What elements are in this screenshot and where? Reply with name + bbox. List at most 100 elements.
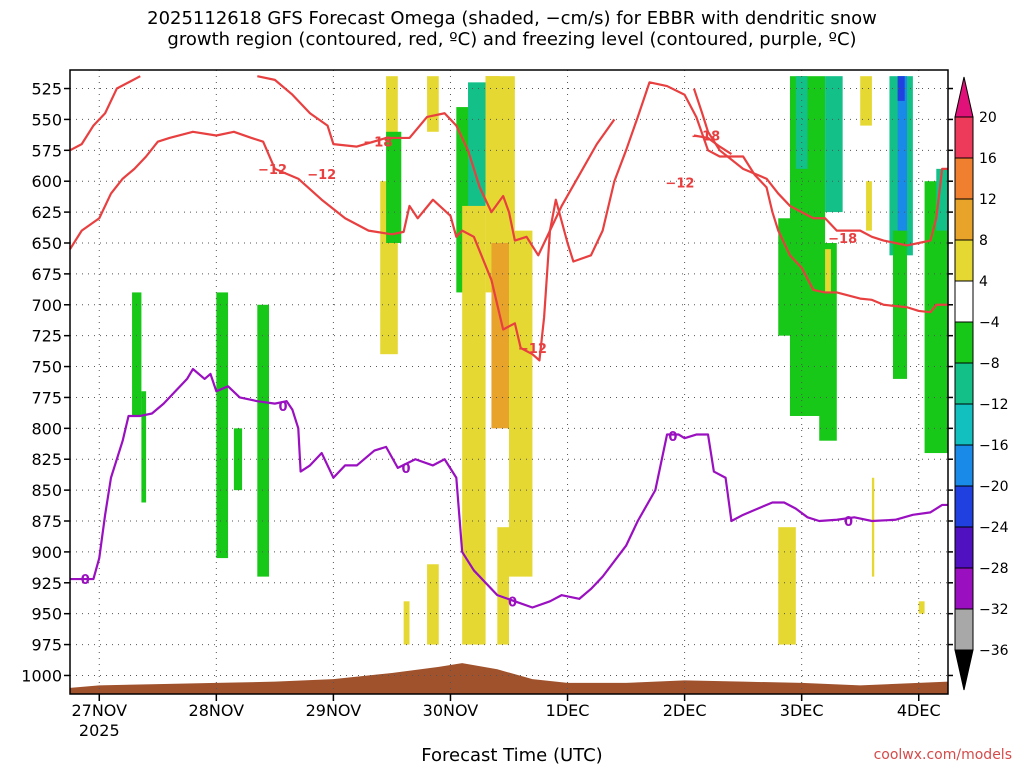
chart-title: 2025112618 GFS Forecast Omega (shaded, −… xyxy=(147,8,877,29)
x-tick-label: 4DEC xyxy=(897,701,941,720)
colorbar-swatch xyxy=(954,239,974,282)
colorbar-label: −4 xyxy=(979,315,1000,331)
contour-group: −18 xyxy=(692,88,948,247)
colorbar-label: −16 xyxy=(979,438,1009,454)
colorbar-label: 16 xyxy=(979,151,997,167)
omega-shaded-region xyxy=(778,218,796,336)
x-year-label: 2025 xyxy=(79,721,120,740)
omega-shaded-region xyxy=(257,304,270,577)
contour-label: −12 xyxy=(307,168,336,183)
contour-line xyxy=(69,130,522,349)
x-tick-label: 3DEC xyxy=(780,701,824,720)
omega-shaded-region xyxy=(427,76,439,132)
y-axis: 525 550 575 600 625 650 675 700 725 750 775 800 825 8… xyxy=(21,80,953,685)
omega-shaded-region xyxy=(216,292,229,559)
omega-shaded-region xyxy=(233,428,243,491)
colorbar-top-arrow xyxy=(954,76,974,118)
colorbar: 20 16 12 8 4 −4 −8 −12 −16 −20 −24 −28 −32 −36 xyxy=(954,76,1009,691)
y-tick-label: 550 xyxy=(31,110,62,129)
y-tick-label: 825 xyxy=(31,450,62,469)
omega-shaded-region xyxy=(509,230,533,577)
contour-label: −18 xyxy=(363,136,392,151)
chart-subtitle: growth region (contoured, red, ºC) and f… xyxy=(167,29,857,50)
colorbar-label: −24 xyxy=(979,520,1009,536)
x-axis-label: Forecast Time (UTC) xyxy=(421,745,603,766)
y-tick-label: 725 xyxy=(31,327,62,346)
y-tick-label: 850 xyxy=(31,481,62,500)
colorbar-label: −12 xyxy=(979,397,1009,413)
colorbar-swatch xyxy=(954,608,974,651)
x-axis: 27NOV 28NOV 29NOV 30NOV 1DEC 2DEC 3DEC 4DEC 2025 xyxy=(71,694,941,740)
y-tick-label: 625 xyxy=(31,203,62,222)
colorbar-label: −32 xyxy=(979,602,1009,618)
omega-shaded-region xyxy=(778,527,796,645)
y-tick-label: 600 xyxy=(31,172,62,191)
y-tick-label: 1000 xyxy=(21,666,62,685)
y-tick-label: 975 xyxy=(31,636,62,655)
omega-shaded-region xyxy=(871,477,875,577)
colorbar-label: 20 xyxy=(979,110,997,126)
y-tick-label: 675 xyxy=(31,265,62,284)
contour-label: 0 xyxy=(279,400,288,415)
colorbar-swatch xyxy=(954,485,974,528)
contour-label: 0 xyxy=(508,595,517,610)
contour-group: −18 xyxy=(257,75,616,257)
omega-shaded-region xyxy=(491,242,509,429)
colorbar-swatch xyxy=(954,362,974,405)
colorbar-swatch xyxy=(954,157,974,200)
contour-group: −12 −18 xyxy=(69,75,392,183)
colorbar-swatch xyxy=(954,567,974,610)
colorbar-swatch xyxy=(954,198,974,241)
omega-shaded-region xyxy=(825,249,831,293)
contour-line xyxy=(520,81,948,362)
contour-line xyxy=(257,75,616,257)
y-tick-label: 900 xyxy=(31,543,62,562)
omega-shaded-region xyxy=(866,181,872,231)
omega-shaded-region xyxy=(462,205,486,645)
contour-group: 0 0 0 0 0 0 xyxy=(70,367,948,610)
omega-shaded-region xyxy=(386,131,402,243)
colorbar-swatch xyxy=(954,526,974,569)
x-tick-label: 28NOV xyxy=(189,701,245,720)
y-tick-label: 950 xyxy=(31,605,62,624)
x-tick-label: 2DEC xyxy=(663,701,707,720)
colorbar-swatch xyxy=(954,116,974,159)
y-tick-label: 775 xyxy=(31,388,62,407)
y-tick-label: 925 xyxy=(31,574,62,593)
y-tick-label: 750 xyxy=(31,358,62,377)
x-tick-label: 30NOV xyxy=(423,701,479,720)
omega-shaded-region xyxy=(825,76,843,213)
contour-label: −18 xyxy=(828,232,857,247)
colorbar-label: −36 xyxy=(979,643,1009,659)
x-tick-label: 27NOV xyxy=(71,701,127,720)
contour-group: −18−12 xyxy=(665,129,733,191)
contour-group: −12 xyxy=(518,81,948,362)
omega-shaded-region xyxy=(468,82,486,213)
contour-label: −12 xyxy=(258,163,287,178)
contour-label: −12 xyxy=(665,176,694,191)
omega-shaded-region xyxy=(427,564,439,645)
terrain-fill xyxy=(70,663,948,694)
y-tick-label: 525 xyxy=(31,80,62,99)
colorbar-bottom-arrow xyxy=(954,649,974,691)
omega-shaded-region xyxy=(141,391,147,503)
contour-label: 0 xyxy=(668,430,677,445)
contour-label: 0 xyxy=(844,515,853,530)
omega-shaded-region xyxy=(936,168,948,231)
omega-shaded-region xyxy=(860,76,872,126)
colorbar-swatch xyxy=(954,444,974,487)
y-tick-label: 700 xyxy=(31,296,62,315)
contour-label: −12 xyxy=(518,342,547,357)
colorbar-swatch xyxy=(954,403,974,446)
omega-shaded-region xyxy=(897,76,905,101)
plot-frame xyxy=(69,69,949,695)
credit-text: coolwx.com/models xyxy=(873,747,1012,763)
contour-label: −18 xyxy=(363,136,392,151)
contour-label: 0 xyxy=(81,573,90,588)
contour-label: 0 xyxy=(401,462,410,477)
colorbar-label: 12 xyxy=(979,192,997,208)
contour-group: −12 xyxy=(69,130,522,349)
colorbar-swatch xyxy=(954,321,974,364)
colorbar-label: −8 xyxy=(979,356,1000,372)
